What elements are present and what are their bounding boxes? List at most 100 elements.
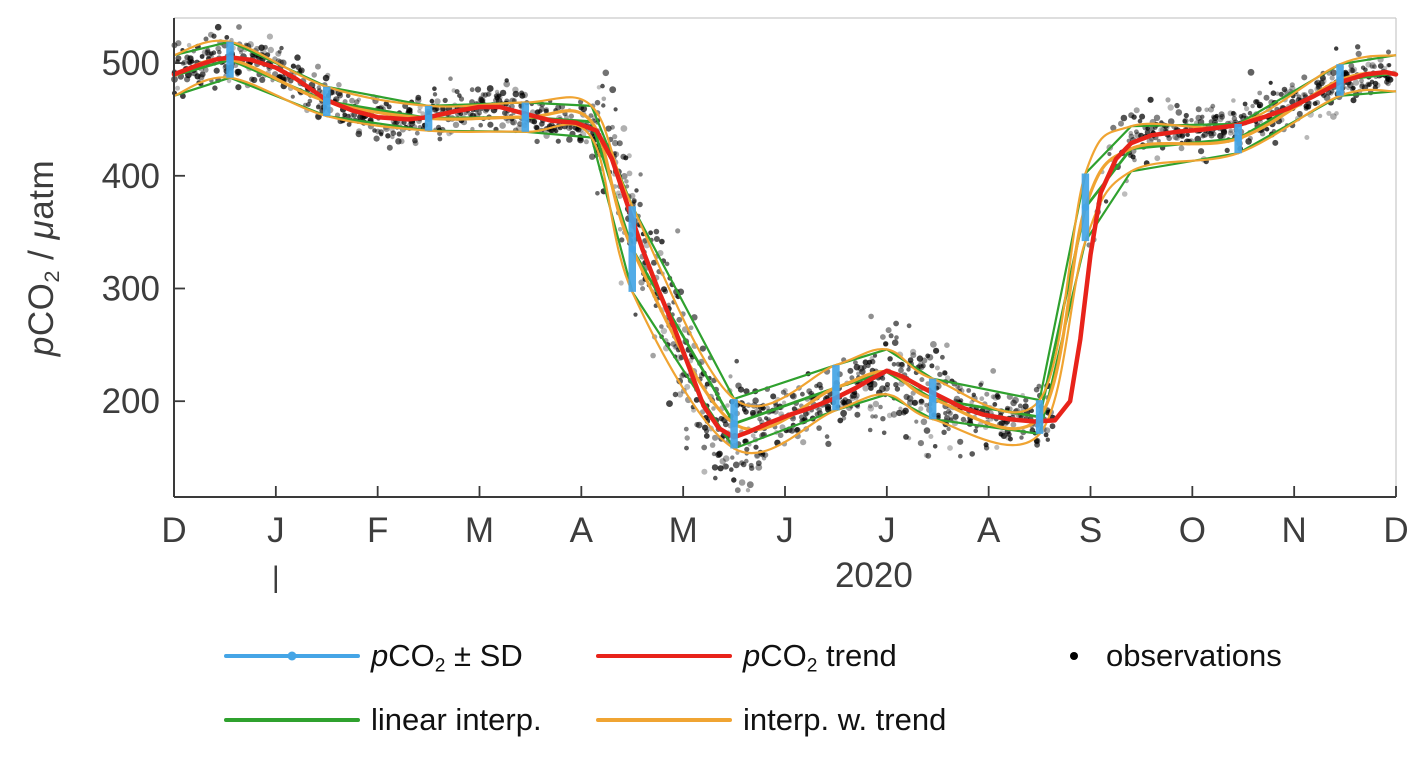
- observation-point: [870, 414, 875, 419]
- observation-point: [702, 424, 709, 431]
- errorbar-mean-marker: [628, 245, 636, 253]
- observation-point: [640, 286, 646, 292]
- observation-point: [914, 419, 919, 424]
- observation-point: [412, 140, 419, 147]
- observation-point: [1283, 89, 1288, 94]
- observation-point: [1314, 99, 1321, 106]
- legend-item-trend: pCO2 trend: [596, 638, 1054, 675]
- observation-point: [661, 286, 667, 293]
- observation-point: [555, 104, 562, 111]
- observation-point: [1200, 133, 1206, 139]
- observation-point: [346, 122, 352, 127]
- observation-point: [1275, 91, 1280, 96]
- observation-point: [1132, 157, 1137, 163]
- observation-point: [780, 389, 787, 395]
- observation-point: [1211, 131, 1217, 137]
- observation-point: [1036, 383, 1042, 389]
- observation-point: [1312, 101, 1318, 106]
- observation-point: [434, 98, 441, 105]
- observation-point: [1217, 132, 1224, 140]
- observation-point: [984, 391, 990, 397]
- observation-point: [741, 407, 747, 412]
- observation-point: [670, 341, 677, 347]
- observation-point: [1200, 114, 1205, 120]
- observation-point: [847, 367, 854, 374]
- observation-point: [891, 362, 897, 367]
- observation-point: [998, 420, 1005, 427]
- observation-point: [883, 341, 889, 347]
- observation-point: [749, 409, 756, 416]
- observation-point: [1281, 86, 1288, 93]
- observation-point: [1145, 126, 1150, 131]
- observation-point: [1302, 92, 1308, 98]
- observation-point: [224, 35, 230, 40]
- observation-point: [621, 173, 628, 180]
- observation-point: [442, 97, 448, 103]
- observation-point: [349, 97, 355, 104]
- observation-point: [699, 345, 707, 352]
- observation-point: [355, 130, 363, 138]
- observation-point: [958, 453, 963, 459]
- observation-point: [942, 370, 948, 376]
- observation-point: [415, 94, 422, 101]
- legend-label-interp-trend: interp. w. trend: [743, 702, 946, 738]
- observation-point: [205, 47, 211, 53]
- observation-point: [477, 110, 482, 116]
- observation-point: [870, 381, 878, 388]
- observation-point: [613, 107, 618, 112]
- observation-point: [1128, 112, 1135, 119]
- y-tick-label: 500: [102, 44, 160, 83]
- observation-point: [180, 93, 186, 99]
- observation-point: [878, 404, 883, 410]
- observation-point: [503, 80, 511, 88]
- observation-point: [903, 434, 909, 440]
- interp-with-trend-line: [173, 57, 1397, 432]
- observation-point: [743, 388, 750, 395]
- observation-point: [386, 104, 392, 110]
- observation-point: [1247, 135, 1253, 141]
- observation-point: [626, 170, 633, 177]
- observation-point: [609, 86, 617, 94]
- legend-row-1: pCO2 ± SD pCO2 trend observations: [224, 626, 1428, 686]
- observation-point: [390, 130, 397, 136]
- observation-point: [703, 433, 710, 439]
- observation-point: [203, 36, 209, 42]
- observation-point: [716, 450, 723, 457]
- observation-point: [1107, 151, 1112, 157]
- observation-point: [235, 72, 240, 77]
- observation-point: [504, 111, 510, 117]
- observation-point: [885, 327, 892, 334]
- observation-point: [676, 316, 683, 323]
- observation-point: [1247, 110, 1253, 116]
- observation-point: [944, 342, 950, 349]
- interp-with-trend-line: [173, 39, 1397, 414]
- observation-point: [946, 408, 952, 414]
- observation-point: [1289, 82, 1295, 88]
- observation-point: [947, 410, 953, 416]
- observation-point: [893, 382, 899, 388]
- observation-point: [791, 406, 798, 412]
- observation-point: [468, 112, 473, 117]
- observation-point: [816, 381, 823, 388]
- observation-point: [498, 95, 503, 100]
- observation-point: [1250, 103, 1255, 109]
- ylabel-sub2: 2: [39, 270, 65, 283]
- observation-point: [258, 44, 265, 51]
- observation-point: [637, 201, 643, 208]
- errorbar-mean-marker: [1035, 413, 1044, 421]
- observation-point: [854, 411, 861, 418]
- legend-label-errorbar: pCO2 ± SD: [371, 638, 523, 675]
- observation-point: [943, 411, 948, 416]
- observation-point: [1010, 399, 1017, 407]
- observation-point: [1182, 118, 1188, 124]
- observation-point: [918, 398, 925, 404]
- observation-point: [862, 385, 869, 392]
- observation-point: [1153, 114, 1161, 122]
- observation-point: [516, 125, 523, 132]
- year-boundary-marker: |: [272, 561, 280, 594]
- observation-point: [725, 403, 730, 408]
- observation-point: [841, 416, 847, 421]
- observation-point: [1118, 120, 1124, 127]
- ylabel-p-italic: p: [22, 336, 61, 357]
- observation-point: [1263, 94, 1270, 101]
